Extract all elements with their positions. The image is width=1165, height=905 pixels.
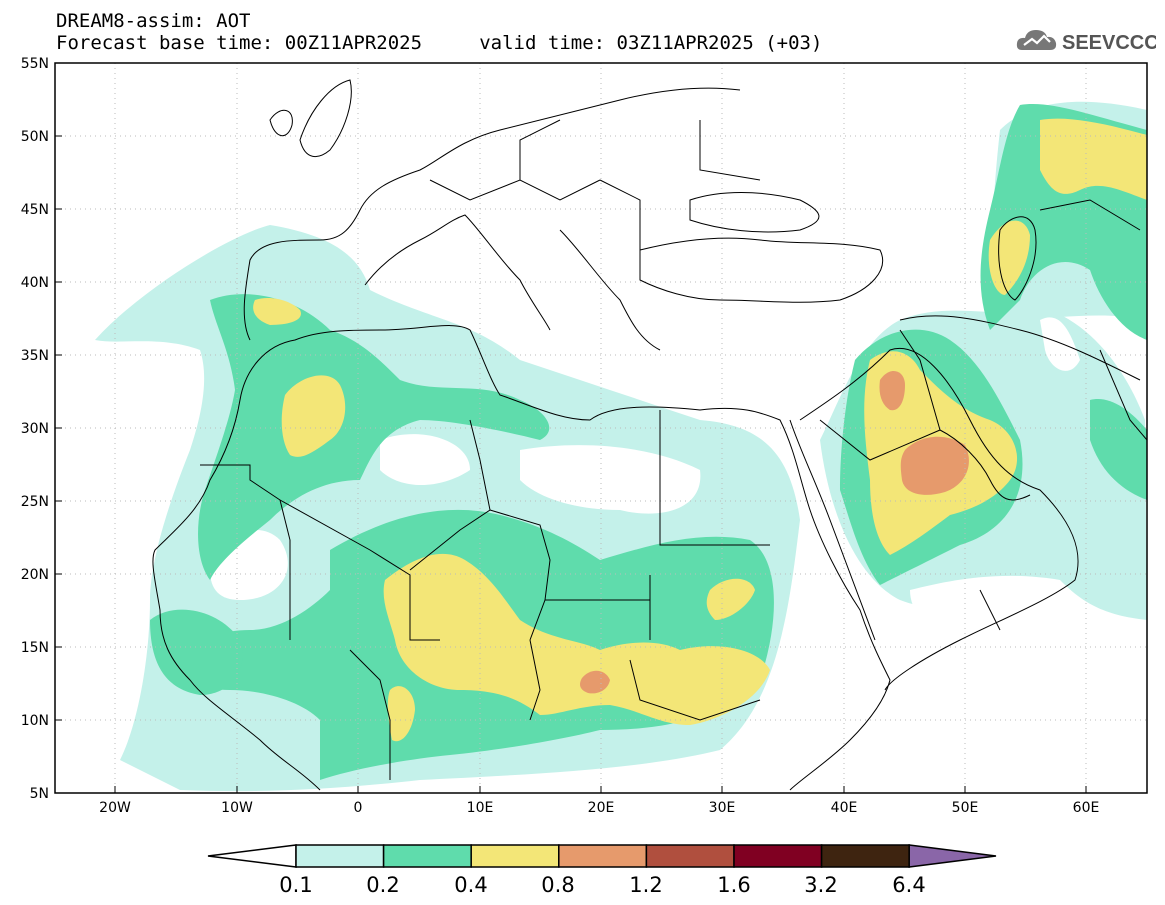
lat-tick-label: 15N xyxy=(21,640,49,656)
colorbar-swatch xyxy=(820,844,910,868)
colorbar-swatch xyxy=(382,844,472,868)
lat-tick-label: 10N xyxy=(21,713,49,729)
logo-text: SEEVCCC xyxy=(1062,32,1156,54)
lon-tick-label: 40E xyxy=(831,800,858,816)
lon-tick-label: 20W xyxy=(99,800,131,816)
graticule xyxy=(55,63,1147,793)
lat-tick-label: 30N xyxy=(21,421,49,437)
colorbar-swatch xyxy=(558,844,648,868)
lon-tick-label: 60E xyxy=(1073,800,1100,816)
lat-tick-label: 25N xyxy=(21,494,49,510)
lon-tick-label: 10W xyxy=(221,800,253,816)
lat-tick-label: 40N xyxy=(21,275,49,291)
lon-tick-label: 0 xyxy=(354,800,363,816)
colorbar-label: 0.4 xyxy=(454,873,487,897)
colorbar-swatch xyxy=(295,844,385,868)
colorbar-under-triangle xyxy=(207,844,297,868)
seevccc-logo: SEEVCCC xyxy=(1016,30,1156,54)
lat-tick-label: 55N xyxy=(21,56,49,72)
lon-tick-label: 30E xyxy=(709,800,736,816)
colorbar-over-triangle xyxy=(908,844,997,868)
map-title: DREAM8-assim: AOT xyxy=(56,10,251,32)
lat-tick-label: 20N xyxy=(21,567,49,583)
forecast-times: Forecast base time: 00Z11APR2025 valid t… xyxy=(56,32,823,54)
colorbar-label: 6.4 xyxy=(892,873,925,897)
lon-tick-label: 50E xyxy=(952,800,979,816)
colorbar-label: 1.2 xyxy=(629,873,662,897)
colorbar-label: 1.6 xyxy=(717,873,750,897)
lat-tick-label: 5N xyxy=(30,786,49,802)
lon-tick-label: 10E xyxy=(467,800,494,816)
cloud-icon xyxy=(1016,30,1057,50)
colorbar-label: 0.1 xyxy=(279,873,312,897)
colorbar-swatch xyxy=(733,844,823,868)
coastlines xyxy=(152,79,1147,791)
colorbar-swatch xyxy=(645,844,735,868)
colorbar-swatch xyxy=(470,844,560,868)
colorbar-label: 0.8 xyxy=(541,873,574,897)
lon-tick-label: 20E xyxy=(588,800,615,816)
colorbar-label: 3.2 xyxy=(804,873,837,897)
aot-shading xyxy=(95,101,1147,792)
colorbar-label: 0.2 xyxy=(366,873,399,897)
tick-marks xyxy=(55,135,1087,793)
lat-tick-label: 35N xyxy=(21,348,49,364)
lat-tick-label: 45N xyxy=(21,202,49,218)
lat-tick-label: 50N xyxy=(21,129,49,145)
